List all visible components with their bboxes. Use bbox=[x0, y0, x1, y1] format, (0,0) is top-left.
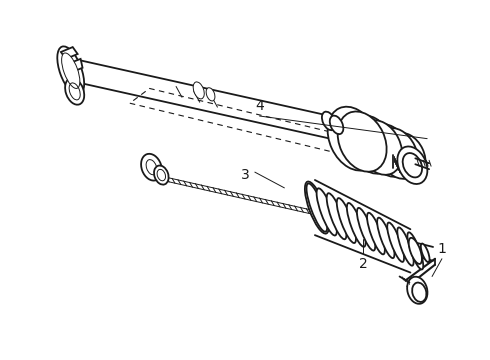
Ellipse shape bbox=[141, 154, 162, 181]
Ellipse shape bbox=[407, 232, 423, 269]
Ellipse shape bbox=[397, 228, 414, 266]
Ellipse shape bbox=[347, 116, 394, 174]
Ellipse shape bbox=[323, 207, 334, 222]
Ellipse shape bbox=[357, 208, 375, 251]
Ellipse shape bbox=[347, 203, 366, 247]
Ellipse shape bbox=[206, 88, 215, 101]
Ellipse shape bbox=[377, 128, 418, 179]
Ellipse shape bbox=[407, 277, 427, 304]
Ellipse shape bbox=[403, 153, 422, 177]
Ellipse shape bbox=[57, 46, 84, 95]
Ellipse shape bbox=[397, 147, 427, 184]
Ellipse shape bbox=[62, 53, 80, 89]
Ellipse shape bbox=[330, 116, 343, 134]
Text: 3: 3 bbox=[241, 168, 249, 182]
Ellipse shape bbox=[322, 112, 336, 130]
Text: 4: 4 bbox=[255, 99, 264, 113]
Polygon shape bbox=[61, 47, 77, 59]
Ellipse shape bbox=[409, 238, 422, 264]
Ellipse shape bbox=[338, 112, 387, 172]
Ellipse shape bbox=[387, 222, 404, 262]
Ellipse shape bbox=[368, 124, 410, 177]
Ellipse shape bbox=[358, 120, 402, 175]
Ellipse shape bbox=[65, 78, 84, 105]
Polygon shape bbox=[68, 59, 82, 73]
Ellipse shape bbox=[317, 188, 337, 235]
Ellipse shape bbox=[387, 133, 426, 180]
Ellipse shape bbox=[421, 244, 430, 262]
Ellipse shape bbox=[337, 198, 356, 243]
Ellipse shape bbox=[367, 213, 385, 255]
Ellipse shape bbox=[154, 166, 169, 185]
Ellipse shape bbox=[307, 184, 327, 232]
Ellipse shape bbox=[327, 193, 346, 239]
Ellipse shape bbox=[412, 283, 426, 302]
Text: 1: 1 bbox=[438, 242, 446, 256]
Ellipse shape bbox=[305, 181, 329, 234]
Ellipse shape bbox=[377, 218, 394, 258]
Ellipse shape bbox=[193, 82, 204, 99]
Text: 2: 2 bbox=[359, 257, 368, 271]
Ellipse shape bbox=[328, 107, 379, 171]
